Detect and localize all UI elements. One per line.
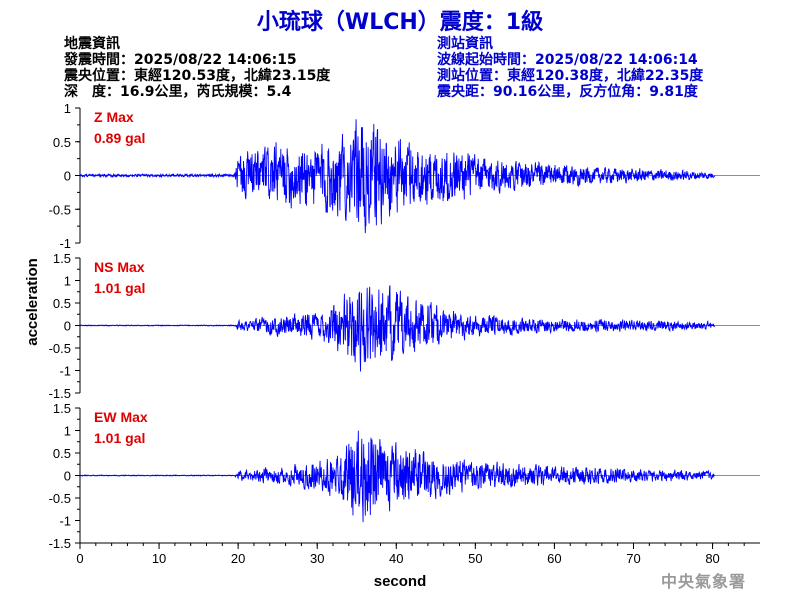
peak-label-name: Z Max: [94, 109, 134, 125]
waveform-trace: [79, 430, 715, 523]
y-tick-label: 1: [64, 101, 71, 116]
cwa-watermark: 中央氣象署: [660, 572, 746, 591]
y-tick-label: 1: [64, 424, 71, 439]
x-tick-label: 70: [626, 551, 640, 566]
y-tick-label: -1: [59, 514, 71, 529]
x-tick-label: 60: [547, 551, 561, 566]
y-tick-label: 1.5: [53, 251, 71, 266]
event-info-heading: 地震資訊: [64, 36, 120, 52]
y-tick-label: -1.5: [49, 536, 71, 551]
peak-label-name: EW Max: [94, 409, 148, 425]
y-tick-label: -0.5: [49, 202, 71, 217]
y-tick-label: 0.5: [53, 446, 71, 461]
y-tick-label: -1: [59, 364, 71, 379]
y-tick-label: 0.5: [53, 296, 71, 311]
x-tick-label: 30: [310, 551, 324, 566]
y-tick-label: 1.5: [53, 401, 71, 416]
waveform-trace: [79, 119, 716, 234]
x-tick-label: 20: [231, 551, 245, 566]
distance-azimuth: 震央距：90.16公里，反方位角：9.81度: [437, 84, 698, 100]
x-tick-label: 80: [705, 551, 719, 566]
y-tick-label: -1.5: [49, 386, 71, 401]
peak-label-value: 0.89 gal: [94, 130, 145, 146]
peak-label-value: 1.01 gal: [94, 280, 145, 296]
peak-label-name: NS Max: [94, 259, 145, 275]
y-axis-title: acceleration: [24, 258, 41, 346]
origin-time: 發震時間：2025/08/22 14:06:15: [64, 52, 297, 68]
epicenter-location: 震央位置：東經120.53度，北緯23.15度: [64, 68, 331, 84]
y-tick-label: -0.5: [49, 491, 71, 506]
station-location: 測站位置：東經120.38度，北緯22.35度: [437, 68, 704, 84]
y-tick-label: 0: [64, 169, 71, 184]
y-tick-label: 0.5: [53, 135, 71, 150]
waveform-trace: [79, 285, 716, 372]
x-tick-label: 10: [152, 551, 166, 566]
x-tick-label: 50: [468, 551, 482, 566]
depth-magnitude: 深 度：16.9公里，芮氏規模：5.4: [64, 84, 292, 100]
station-info-heading: 測站資訊: [437, 36, 493, 52]
y-tick-label: 0: [64, 469, 71, 484]
event-info: 地震資訊 發震時間：2025/08/22 14:06:15 震央位置：東經120…: [64, 36, 330, 100]
x-tick-label: 0: [76, 551, 83, 566]
wave-start-time: 波線起始時間：2025/08/22 14:06:14: [437, 52, 698, 68]
y-tick-label: 0: [64, 319, 71, 334]
x-tick-label: 40: [389, 551, 403, 566]
peak-label-value: 1.01 gal: [94, 430, 145, 446]
y-tick-label: 1: [64, 274, 71, 289]
station-info: 測站資訊 波線起始時間：2025/08/22 14:06:14 測站位置：東經1…: [437, 36, 703, 100]
y-tick-label: -1: [59, 236, 71, 251]
x-axis-title: second: [374, 573, 427, 590]
page-title: 小琉球（WLCH）震度：1級: [256, 10, 544, 35]
y-tick-label: -0.5: [49, 341, 71, 356]
